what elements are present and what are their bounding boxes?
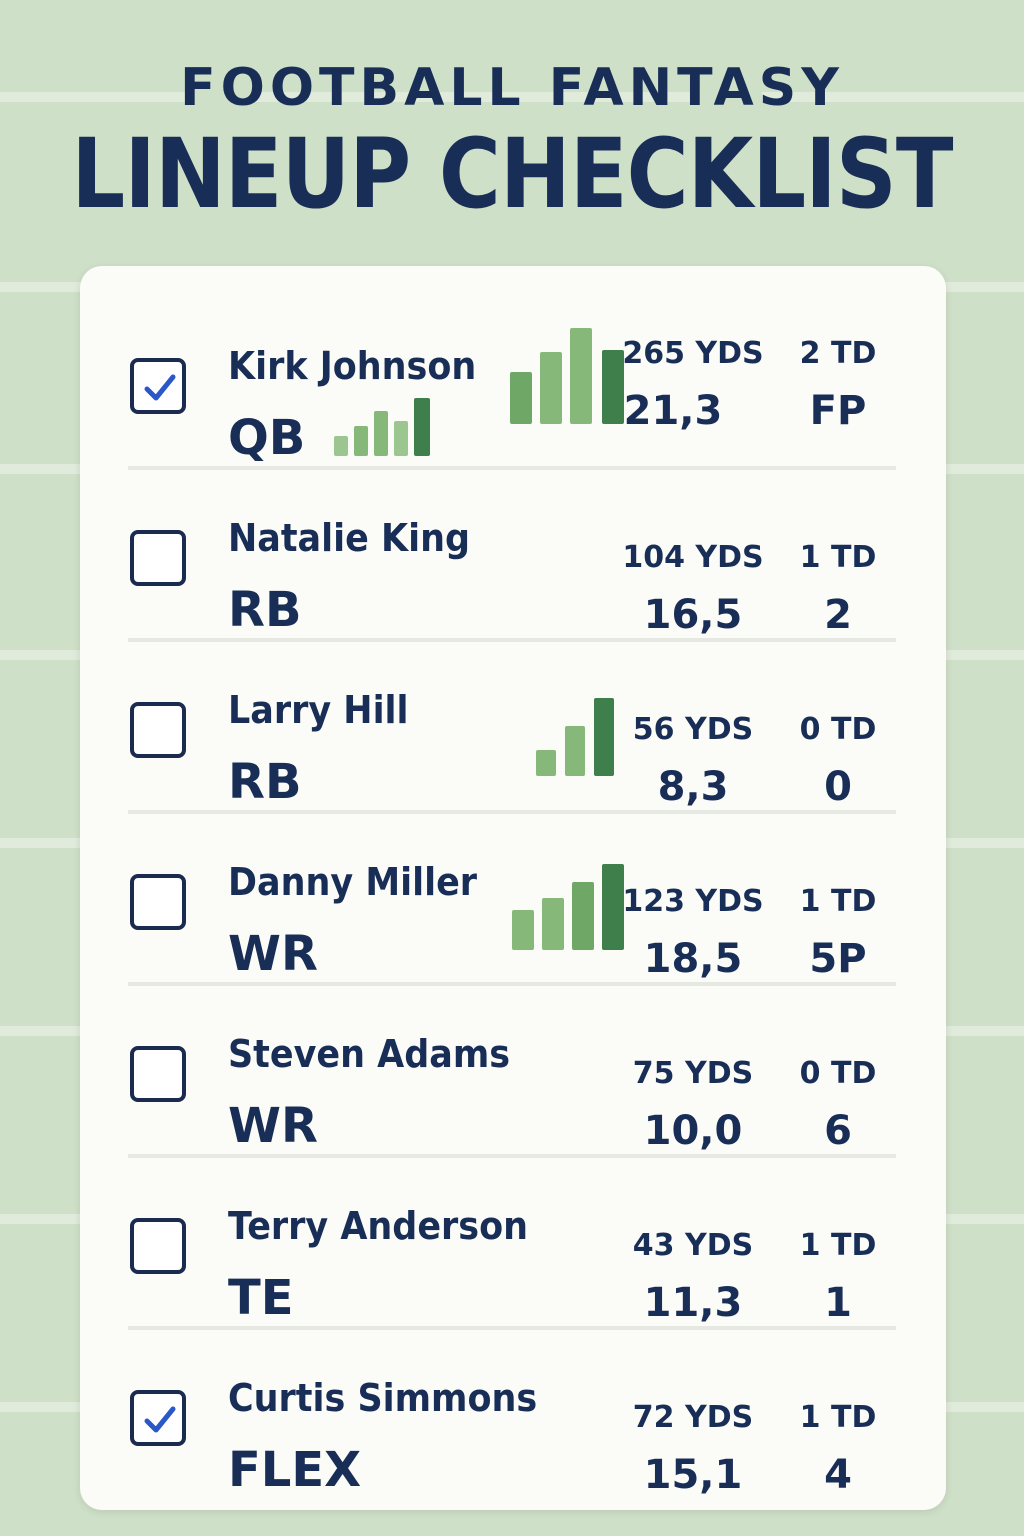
checkmark-icon bbox=[144, 1406, 176, 1433]
yards-stat: 104 YDS bbox=[622, 540, 764, 575]
trend-bar bbox=[536, 750, 556, 776]
trend-bars bbox=[510, 328, 630, 424]
player-checkbox[interactable] bbox=[130, 530, 186, 586]
checkmark-icon bbox=[144, 374, 176, 401]
player-row: Danny Miller WR 123 YDS 1 TD 18,5 5P bbox=[128, 814, 896, 986]
fantasy-points: 11,3 bbox=[643, 1280, 743, 1326]
trend-bar bbox=[540, 352, 562, 424]
trend-bar bbox=[510, 372, 532, 424]
page-subtitle: FOOTBALL FANTASY bbox=[180, 58, 844, 118]
fantasy-points: 8,3 bbox=[657, 764, 729, 810]
touchdowns-stat: 2 TD bbox=[799, 336, 877, 371]
trend-bar bbox=[414, 398, 430, 456]
player-position: FLEX bbox=[228, 1442, 362, 1498]
trend-bar bbox=[602, 864, 624, 950]
trend-bar bbox=[602, 350, 624, 424]
points-extra: 4 bbox=[824, 1452, 852, 1498]
lineup-card: Kirk Johnson QB 265 YDS 2 TD 21,3 FP Nat… bbox=[80, 266, 946, 1510]
player-name: Danny Miller bbox=[228, 860, 478, 904]
player-name: Kirk Johnson bbox=[228, 344, 477, 388]
points-extra: 2 bbox=[824, 592, 852, 638]
player-checkbox[interactable] bbox=[130, 1046, 186, 1102]
touchdowns-stat: 0 TD bbox=[799, 1056, 877, 1091]
trend-bar bbox=[542, 898, 564, 950]
trend-bar bbox=[334, 436, 348, 456]
fantasy-points: 21,3 bbox=[623, 388, 723, 434]
yard-line bbox=[0, 92, 1024, 102]
fantasy-points: 10,0 bbox=[643, 1108, 743, 1154]
trend-bar bbox=[354, 426, 368, 456]
player-position: RB bbox=[228, 582, 302, 638]
player-position: QB bbox=[228, 410, 306, 466]
player-row: Natalie King RB 104 YDS 1 TD 16,5 2 bbox=[128, 470, 896, 642]
trend-bar bbox=[374, 411, 388, 456]
player-checkbox[interactable] bbox=[130, 1218, 186, 1274]
points-extra: FP bbox=[809, 388, 867, 434]
trend-bar bbox=[394, 421, 408, 456]
yards-stat: 75 YDS bbox=[632, 1056, 754, 1091]
player-row: Terry Anderson TE 43 YDS 1 TD 11,3 1 bbox=[128, 1158, 896, 1330]
player-checkbox[interactable] bbox=[130, 702, 186, 758]
player-row: Larry Hill RB 56 YDS 0 TD 8,3 0 bbox=[128, 642, 896, 814]
row-divider bbox=[128, 638, 896, 642]
row-divider bbox=[128, 466, 896, 470]
trend-bar bbox=[572, 882, 594, 950]
row-divider bbox=[128, 1326, 896, 1330]
player-row: Curtis Simmons FLEX 72 YDS 1 TD 15,1 4 bbox=[128, 1330, 896, 1502]
yards-stat: 123 YDS bbox=[622, 884, 764, 919]
trend-bar bbox=[512, 910, 534, 950]
trend-bar bbox=[594, 698, 614, 776]
touchdowns-stat: 1 TD bbox=[799, 1400, 877, 1435]
fantasy-points: 16,5 bbox=[643, 592, 743, 638]
player-name: Steven Adams bbox=[228, 1032, 511, 1076]
yards-stat: 265 YDS bbox=[622, 336, 764, 371]
player-name: Terry Anderson bbox=[228, 1204, 529, 1248]
row-divider bbox=[128, 982, 896, 986]
yards-stat: 43 YDS bbox=[632, 1228, 754, 1263]
yards-stat: 56 YDS bbox=[632, 712, 754, 747]
fantasy-points: 18,5 bbox=[643, 936, 743, 982]
trend-bars bbox=[512, 864, 630, 950]
yards-stat: 72 YDS bbox=[632, 1400, 754, 1435]
points-extra: 5P bbox=[809, 936, 867, 982]
player-row: Steven Adams WR 75 YDS 0 TD 10,0 6 bbox=[128, 986, 896, 1158]
points-extra: 0 bbox=[824, 764, 852, 810]
player-name: Curtis Simmons bbox=[228, 1376, 538, 1420]
points-extra: 6 bbox=[824, 1108, 852, 1154]
player-position: TE bbox=[228, 1270, 294, 1326]
player-name: Natalie King bbox=[228, 516, 470, 560]
row-divider bbox=[128, 810, 896, 814]
trend-bar bbox=[565, 726, 585, 776]
trend-bars bbox=[536, 698, 620, 776]
trend-bar bbox=[570, 328, 592, 424]
player-position: RB bbox=[228, 754, 302, 810]
touchdowns-stat: 0 TD bbox=[799, 712, 877, 747]
player-checkbox[interactable] bbox=[130, 358, 186, 414]
fantasy-points: 15,1 bbox=[643, 1452, 743, 1498]
touchdowns-stat: 1 TD bbox=[799, 884, 877, 919]
player-position: WR bbox=[228, 1098, 318, 1154]
trend-bars-small bbox=[334, 396, 434, 456]
player-position: WR bbox=[228, 926, 318, 982]
points-extra: 1 bbox=[824, 1280, 852, 1326]
touchdowns-stat: 1 TD bbox=[799, 540, 877, 575]
page-title: LINEUP CHECKLIST bbox=[71, 118, 953, 230]
player-checkbox[interactable] bbox=[130, 1390, 186, 1446]
player-name: Larry Hill bbox=[228, 688, 409, 732]
player-checkbox[interactable] bbox=[130, 874, 186, 930]
touchdowns-stat: 1 TD bbox=[799, 1228, 877, 1263]
player-row: Kirk Johnson QB 265 YDS 2 TD 21,3 FP bbox=[128, 298, 896, 470]
row-divider bbox=[128, 1154, 896, 1158]
